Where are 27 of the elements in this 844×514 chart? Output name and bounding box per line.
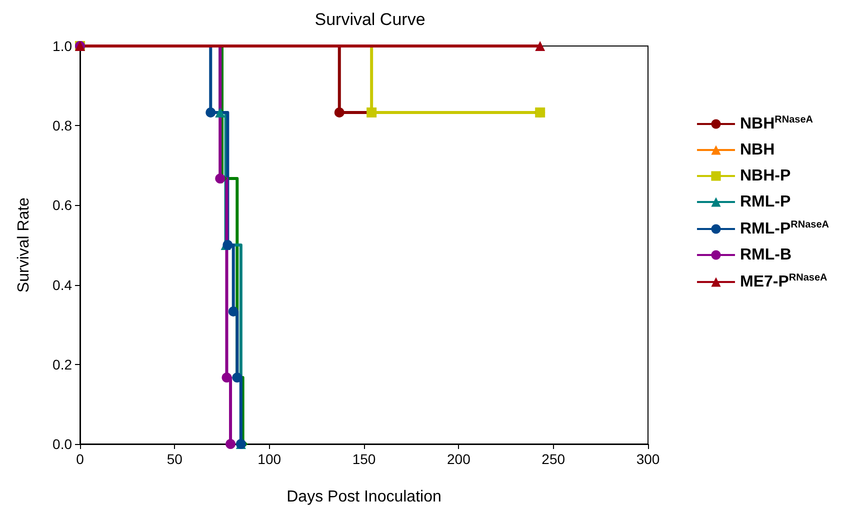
chart-title: Survival Curve bbox=[314, 10, 426, 29]
y-tick-label: 0.0 bbox=[52, 436, 72, 452]
x-tick-label: 200 bbox=[446, 451, 471, 467]
legend-label: RML-B bbox=[740, 246, 792, 264]
x-tick-label: 50 bbox=[166, 451, 183, 467]
x-axis-title: Days Post Inoculation bbox=[286, 488, 442, 506]
x-tick-label: 0 bbox=[76, 451, 84, 467]
point bbox=[222, 372, 232, 383]
x-tick-label: 250 bbox=[542, 451, 566, 467]
legend-label: NBH-P bbox=[740, 168, 791, 184]
y-tick-label: 0.2 bbox=[52, 356, 72, 372]
y-tick-label: 0.8 bbox=[52, 118, 72, 134]
x-tick-label: 300 bbox=[636, 451, 660, 467]
point bbox=[215, 107, 226, 118]
y-tick-label: 0.6 bbox=[52, 197, 72, 214]
x-tick-label: 100 bbox=[258, 451, 282, 467]
y-axis-title: Survival Rate bbox=[16, 197, 32, 293]
point bbox=[334, 107, 344, 118]
y-tick-label: 0.4 bbox=[52, 276, 72, 293]
point bbox=[226, 439, 236, 449]
legend-label: RML-P bbox=[740, 194, 791, 210]
legend-label: NBH bbox=[740, 142, 775, 158]
y-tick-label: 1.0 bbox=[52, 38, 72, 54]
point bbox=[206, 107, 216, 118]
x-tick-label: 150 bbox=[352, 451, 376, 467]
point bbox=[228, 306, 238, 316]
point bbox=[366, 107, 377, 118]
